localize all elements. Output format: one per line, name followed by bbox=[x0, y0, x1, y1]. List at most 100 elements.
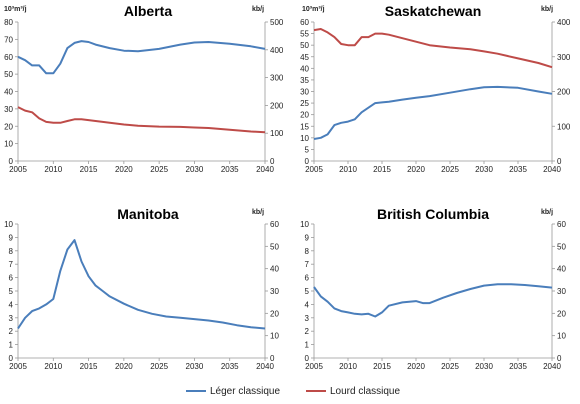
x-tick-label-alberta: 2005 bbox=[9, 165, 27, 174]
y-right-unit-saskatchewan: kb/j bbox=[541, 6, 553, 13]
y-left-tick-label-british-columbia: 9 bbox=[305, 233, 310, 242]
y-left-unit-saskatchewan: 10³m³/j bbox=[302, 6, 325, 13]
y-left-tick-label-saskatchewan: 30 bbox=[300, 88, 309, 97]
y-right-tick-label-alberta: 400 bbox=[270, 46, 284, 55]
y-left-tick-label-manitoba: 8 bbox=[9, 247, 14, 256]
y-left-tick-label-saskatchewan: 50 bbox=[300, 41, 309, 50]
y-left-tick-label-british-columbia: 8 bbox=[305, 247, 310, 256]
x-tick-label-british-columbia: 2035 bbox=[509, 362, 527, 371]
chart-title-manitoba: Manitoba bbox=[117, 206, 179, 222]
y-right-tick-label-alberta: 300 bbox=[270, 74, 284, 83]
y-left-tick-label-british-columbia: 10 bbox=[300, 220, 309, 229]
y-right-tick-label-british-columbia: 50 bbox=[557, 242, 566, 251]
y-left-tick-label-saskatchewan: 45 bbox=[300, 53, 309, 62]
x-tick-label-saskatchewan: 2015 bbox=[373, 165, 391, 174]
y-right-tick-label-manitoba: 20 bbox=[270, 309, 279, 318]
y-left-tick-label-saskatchewan: 35 bbox=[300, 76, 309, 85]
legend-label-leger: Léger classique bbox=[210, 386, 280, 397]
x-tick-label-british-columbia: 2005 bbox=[305, 362, 323, 371]
y-right-tick-label-british-columbia: 30 bbox=[557, 287, 566, 296]
y-left-tick-label-alberta: 0 bbox=[9, 157, 14, 166]
y-left-tick-label-saskatchewan: 10 bbox=[300, 134, 309, 143]
y-right-tick-label-saskatchewan: 400 bbox=[557, 18, 571, 27]
y-left-tick-label-manitoba: 10 bbox=[4, 220, 13, 229]
x-tick-label-british-columbia: 2025 bbox=[441, 362, 459, 371]
chart-title-british-columbia: British Columbia bbox=[377, 206, 489, 222]
y-left-tick-label-manitoba: 9 bbox=[9, 233, 14, 242]
y-left-tick-label-alberta: 50 bbox=[4, 70, 13, 79]
y-left-tick-label-alberta: 20 bbox=[4, 122, 13, 131]
y-left-tick-label-manitoba: 6 bbox=[9, 274, 14, 283]
x-tick-label-british-columbia: 2010 bbox=[339, 362, 357, 371]
y-left-tick-label-british-columbia: 0 bbox=[305, 354, 310, 363]
x-tick-label-manitoba: 2005 bbox=[9, 362, 27, 371]
y-right-tick-label-manitoba: 40 bbox=[270, 265, 279, 274]
y-left-tick-label-saskatchewan: 0 bbox=[305, 157, 310, 166]
x-tick-label-saskatchewan: 2010 bbox=[339, 165, 357, 174]
y-right-tick-label-manitoba: 10 bbox=[270, 332, 279, 341]
y-left-tick-label-british-columbia: 1 bbox=[305, 341, 310, 350]
x-tick-label-british-columbia: 2015 bbox=[373, 362, 391, 371]
series-line-leger-classique-saskatchewan bbox=[313, 85, 553, 140]
y-right-tick-label-saskatchewan: 100 bbox=[557, 122, 571, 131]
y-left-tick-label-manitoba: 7 bbox=[9, 260, 14, 269]
y-left-tick-label-british-columbia: 4 bbox=[305, 300, 310, 309]
y-left-tick-label-saskatchewan: 55 bbox=[300, 30, 309, 39]
y-right-tick-label-british-columbia: 20 bbox=[557, 309, 566, 318]
y-right-tick-label-alberta: 0 bbox=[270, 157, 275, 166]
y-left-tick-label-british-columbia: 3 bbox=[305, 314, 310, 323]
x-tick-label-saskatchewan: 2035 bbox=[509, 165, 527, 174]
y-left-tick-label-saskatchewan: 20 bbox=[300, 111, 309, 120]
x-tick-label-manitoba: 2025 bbox=[150, 362, 168, 371]
x-tick-label-manitoba: 2030 bbox=[186, 362, 204, 371]
y-left-unit-alberta: 10³m³/j bbox=[4, 6, 27, 13]
x-tick-label-manitoba: 2010 bbox=[44, 362, 62, 371]
x-tick-label-alberta: 2010 bbox=[44, 165, 62, 174]
y-right-tick-label-british-columbia: 40 bbox=[557, 265, 566, 274]
series-line-leger-classique-alberta bbox=[17, 40, 266, 75]
x-tick-label-saskatchewan: 2020 bbox=[407, 165, 425, 174]
x-tick-label-saskatchewan: 2030 bbox=[475, 165, 493, 174]
y-right-tick-label-saskatchewan: 200 bbox=[557, 88, 571, 97]
y-left-tick-label-manitoba: 2 bbox=[9, 327, 14, 336]
y-right-unit-manitoba: kb/j bbox=[252, 209, 264, 216]
x-tick-label-alberta: 2040 bbox=[256, 165, 274, 174]
x-tick-label-manitoba: 2020 bbox=[115, 362, 133, 371]
y-right-tick-label-manitoba: 0 bbox=[270, 354, 275, 363]
y-left-tick-label-saskatchewan: 25 bbox=[300, 99, 309, 108]
y-right-unit-british-columbia: kb/j bbox=[541, 209, 553, 216]
y-right-tick-label-manitoba: 30 bbox=[270, 287, 279, 296]
y-left-tick-label-manitoba: 1 bbox=[9, 341, 14, 350]
x-tick-label-saskatchewan: 2040 bbox=[543, 165, 561, 174]
series-line-leger-classique-manitoba bbox=[17, 239, 266, 330]
y-right-tick-label-saskatchewan: 300 bbox=[557, 53, 571, 62]
x-tick-label-british-columbia: 2020 bbox=[407, 362, 425, 371]
chart-title-alberta: Alberta bbox=[124, 3, 172, 19]
y-left-tick-label-alberta: 70 bbox=[4, 35, 13, 44]
y-left-tick-label-british-columbia: 7 bbox=[305, 260, 310, 269]
y-left-tick-label-british-columbia: 2 bbox=[305, 327, 310, 336]
y-left-tick-label-alberta: 40 bbox=[4, 88, 13, 97]
series-line-leger-classique-british-columbia bbox=[313, 283, 553, 318]
y-left-tick-label-alberta: 60 bbox=[4, 53, 13, 62]
y-left-tick-label-alberta: 10 bbox=[4, 140, 13, 149]
y-left-tick-label-saskatchewan: 40 bbox=[300, 64, 309, 73]
y-left-tick-label-manitoba: 4 bbox=[9, 300, 14, 309]
y-left-tick-label-alberta: 30 bbox=[4, 105, 13, 114]
y-right-tick-label-alberta: 500 bbox=[270, 18, 284, 27]
y-left-tick-label-british-columbia: 5 bbox=[305, 287, 310, 296]
x-tick-label-manitoba: 2035 bbox=[221, 362, 239, 371]
x-tick-label-alberta: 2015 bbox=[80, 165, 98, 174]
x-tick-label-british-columbia: 2040 bbox=[543, 362, 561, 371]
y-right-tick-label-manitoba: 50 bbox=[270, 242, 279, 251]
x-tick-label-manitoba: 2015 bbox=[80, 362, 98, 371]
y-right-tick-label-british-columbia: 60 bbox=[557, 220, 566, 229]
chart-manitoba: Manitoba kb/j0123456789100102030405060200… bbox=[4, 206, 279, 371]
y-right-tick-label-alberta: 100 bbox=[270, 129, 284, 138]
series-line-lourd-classique-saskatchewan bbox=[313, 28, 553, 69]
legend-label-lourd: Lourd classique bbox=[330, 386, 400, 397]
y-left-tick-label-alberta: 80 bbox=[4, 18, 13, 27]
x-tick-label-british-columbia: 2030 bbox=[475, 362, 493, 371]
